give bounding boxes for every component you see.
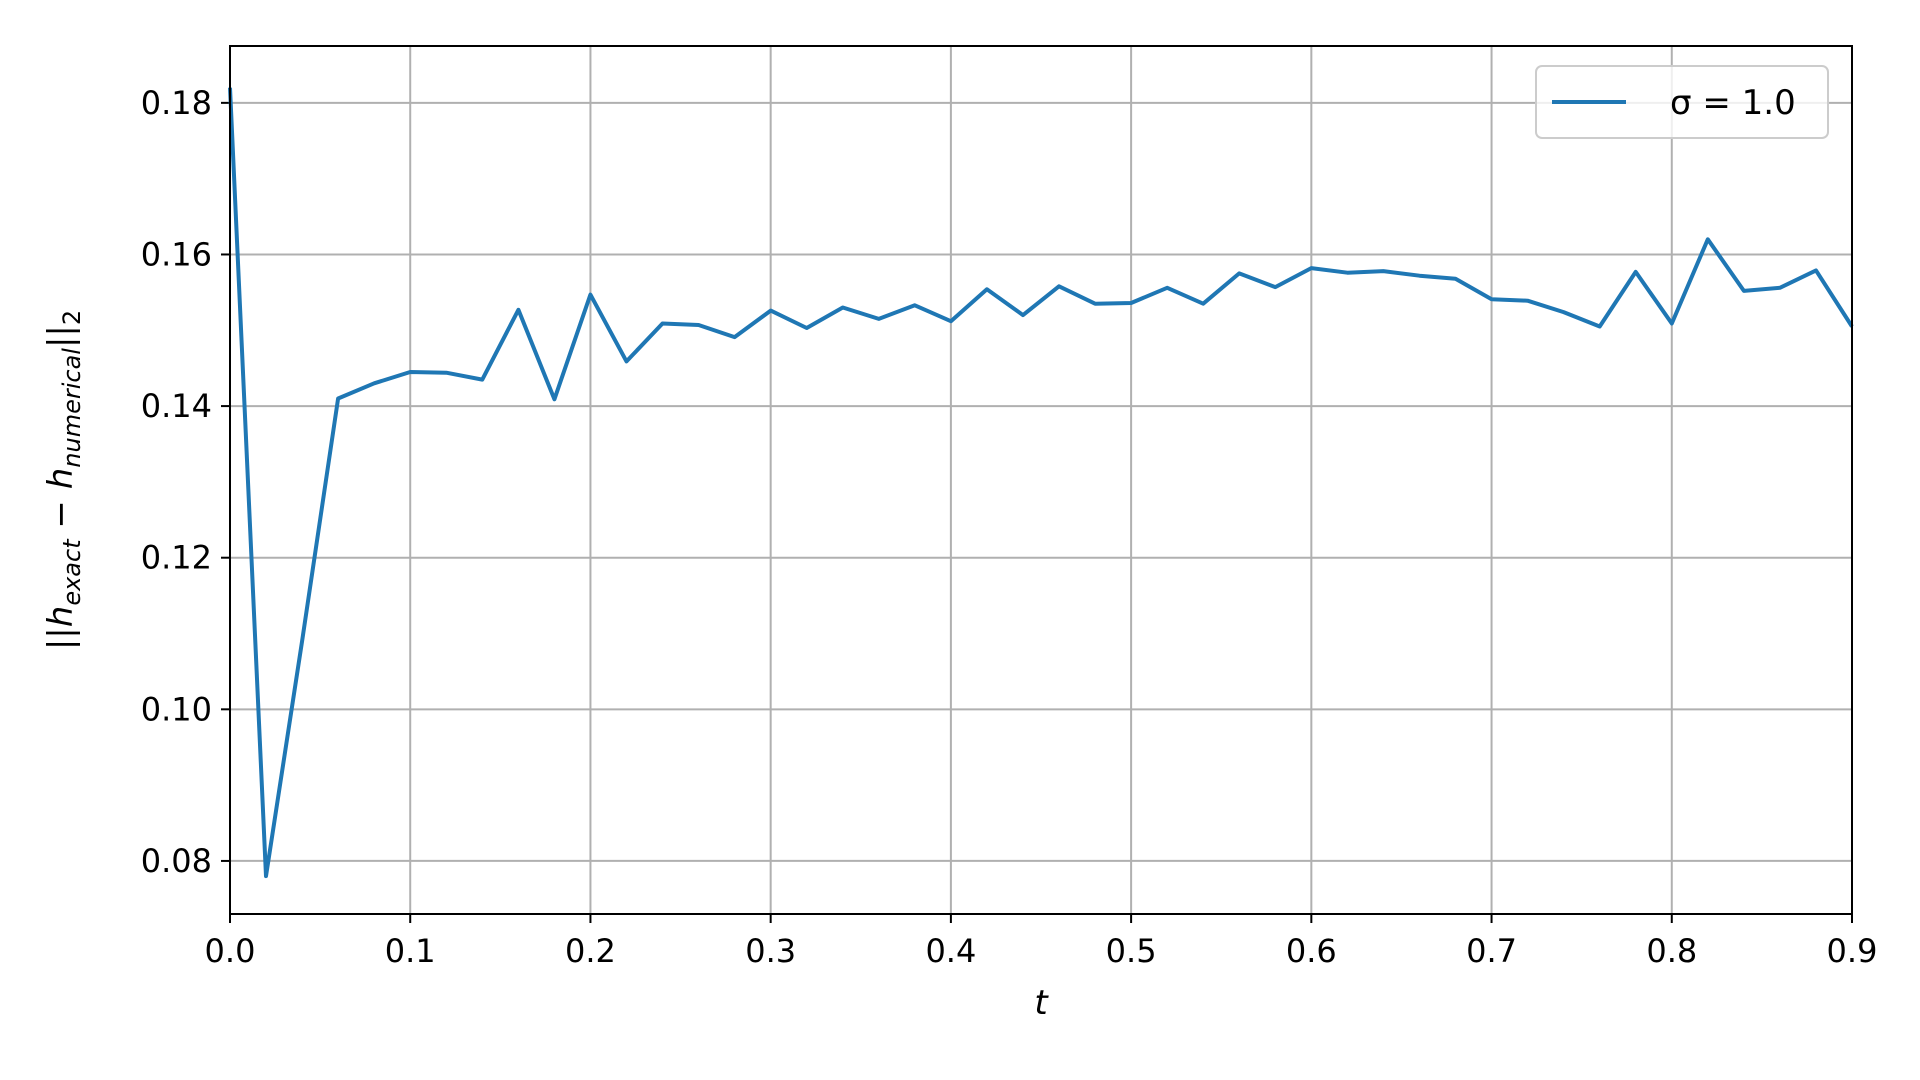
y-tick-label: 0.14 [141,387,212,425]
y-tick-label: 0.08 [141,842,212,880]
x-axis-label: t [1034,983,1049,1023]
x-tick-label: 0.2 [565,932,616,970]
series-line [228,87,1854,879]
x-tick-label: 0.5 [1106,932,1157,970]
x-tick-label: 0.7 [1466,932,1517,970]
x-tick-label: 0.1 [385,932,436,970]
x-tick-label: 0.6 [1286,932,1337,970]
y-tick-label: 0.16 [141,235,212,273]
x-tick-label: 0.8 [1646,932,1697,970]
x-tick-label: 0.0 [205,932,256,970]
axis-ticks: 0.0 0.1 0.2 0.3 0.4 0.5 0.6 0.7 0.8 0.9 0.08 0.10 0.… [141,84,1878,970]
y-tick-label: 0.12 [141,539,212,577]
y-tick-label: 0.18 [141,84,212,122]
y-tick-label: 0.10 [141,690,212,728]
y-axis-label: ||hexact − hnumerical||2 [41,310,86,650]
x-tick-label: 0.9 [1827,932,1878,970]
x-tick-label: 0.3 [745,932,796,970]
x-tick-label: 0.4 [925,932,976,970]
legend: σ = 1.0 [1535,65,1829,139]
plot-frame [229,45,1853,915]
legend-label: σ = 1.0 [1670,83,1796,123]
series-layer [228,87,1854,879]
legend-box [1535,65,1829,139]
grid [229,46,1853,914]
